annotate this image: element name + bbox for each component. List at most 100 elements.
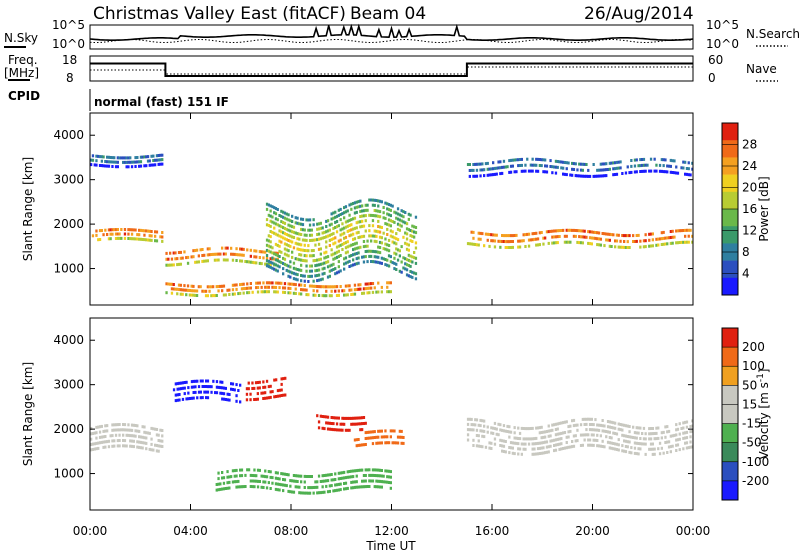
- power-cell: [102, 164, 105, 168]
- power-cell: [332, 216, 335, 220]
- power-cell: [373, 250, 376, 254]
- velocity-cell: [280, 394, 283, 397]
- power-cell: [204, 289, 208, 293]
- power-cell: [204, 259, 208, 263]
- power-cell: [319, 237, 322, 241]
- power-cell: [326, 219, 330, 223]
- velocity-cell: [483, 435, 486, 439]
- velocity-cell: [373, 436, 376, 439]
- power-cell: [475, 162, 479, 166]
- power-cell: [314, 238, 317, 242]
- velocity-cell: [540, 446, 543, 450]
- power-cell: [348, 213, 351, 217]
- power-cell: [332, 211, 335, 215]
- power-cell: [353, 216, 357, 220]
- velocity-cell: [303, 480, 306, 484]
- velocity-cell: [150, 426, 153, 430]
- power-cell: [312, 279, 315, 283]
- power-cell: [583, 235, 586, 239]
- power-cell: [316, 263, 319, 267]
- power-cell: [307, 228, 310, 232]
- power-cell: [509, 164, 513, 168]
- power-cell: [269, 263, 272, 267]
- velocity-cell: [483, 419, 486, 423]
- power-cell: [283, 227, 287, 230]
- power-cell: [267, 263, 270, 266]
- power-cell: [368, 198, 371, 202]
- velocity-cell: [608, 425, 611, 429]
- power-cell: [391, 230, 394, 234]
- velocity-cell: [682, 421, 685, 425]
- power-cell: [264, 250, 267, 254]
- velocity-cell: [326, 473, 330, 477]
- y-tick-label: 1000: [53, 262, 84, 276]
- velocity-cell: [278, 488, 281, 492]
- power-cell: [594, 231, 597, 234]
- power-cell: [303, 284, 306, 287]
- velocity-cell: [357, 422, 360, 426]
- power-cell: [343, 236, 346, 240]
- velocity-cell: [237, 389, 240, 392]
- velocity-cell: [362, 443, 366, 447]
- power-cell: [323, 256, 326, 260]
- power-cell: [265, 207, 269, 211]
- velocity-cell: [230, 475, 233, 479]
- velocity-cell: [517, 442, 520, 446]
- power-cell: [411, 260, 414, 264]
- power-cell: [90, 158, 93, 162]
- velocity-cell: [472, 438, 475, 442]
- velocity-cell: [116, 444, 119, 448]
- velocity-cell: [468, 417, 471, 421]
- velocity-cell: [264, 391, 267, 395]
- velocity-cell: [246, 468, 249, 472]
- velocity-cell: [172, 388, 176, 392]
- colorbar-swatch: [722, 480, 738, 501]
- power-cell: [186, 288, 190, 292]
- power-cell: [571, 161, 574, 165]
- power-cell: [413, 256, 416, 260]
- power-cell: [501, 165, 504, 169]
- velocity-cell: [267, 470, 270, 473]
- velocity-cell: [265, 379, 269, 383]
- velocity-cell: [122, 423, 125, 426]
- power-cell: [170, 257, 174, 261]
- velocity-cell: [154, 427, 157, 431]
- power-cell: [221, 289, 224, 293]
- velocity-cell: [298, 485, 301, 489]
- velocity-cell: [143, 436, 146, 440]
- power-cell: [287, 249, 290, 253]
- power-cell: [404, 221, 407, 225]
- velocity-cell: [378, 474, 382, 478]
- power-cell: [161, 231, 164, 234]
- power-cell: [387, 290, 391, 294]
- power-cell: [350, 264, 353, 268]
- power-cell: [488, 233, 491, 236]
- power-cell: [280, 230, 283, 234]
- velocity-cell: [116, 439, 119, 443]
- velocity-cell: [247, 387, 250, 391]
- velocity-cell: [197, 390, 201, 394]
- power-cell: [344, 251, 348, 255]
- velocity-cell: [544, 435, 547, 439]
- power-cell: [97, 154, 100, 158]
- velocity-cell: [395, 441, 398, 445]
- power-cell: [185, 293, 188, 297]
- velocity-cell: [608, 436, 611, 439]
- power-cell: [671, 171, 674, 174]
- velocity-cell: [572, 424, 576, 428]
- noise-sky-trace: [89, 23, 694, 41]
- power-cell: [291, 225, 294, 229]
- power-cell: [395, 247, 398, 251]
- power-cell: [122, 156, 125, 160]
- power-cell: [362, 245, 366, 249]
- power-cell: [359, 245, 362, 249]
- power-cell: [343, 231, 346, 235]
- velocity-cell: [212, 379, 215, 383]
- power-cell: [565, 173, 568, 177]
- power-cell: [536, 237, 540, 241]
- power-cell: [221, 246, 224, 250]
- power-cell: [130, 232, 134, 236]
- power-cell: [300, 243, 303, 247]
- power-cell: [590, 230, 593, 234]
- power-cell: [413, 230, 416, 234]
